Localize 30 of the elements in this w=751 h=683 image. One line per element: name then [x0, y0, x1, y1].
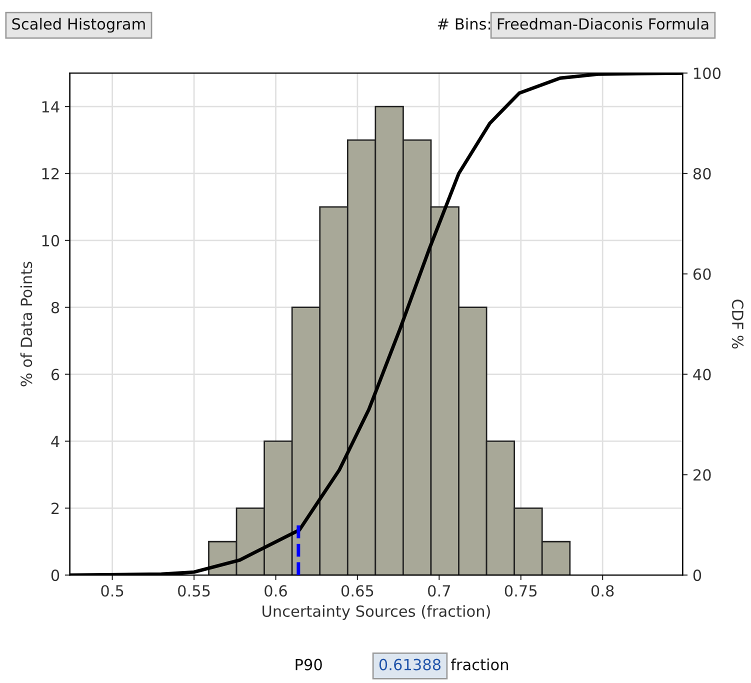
- y-axis-title: % of Data Points: [20, 262, 32, 386]
- y2-tick-label: 80: [693, 168, 711, 180]
- y-tick-label: 10: [42, 234, 60, 246]
- text: # Bins:: [438, 18, 490, 30]
- x-tick-label: 0.7: [428, 585, 450, 597]
- text: Freedman-Diaconis Formula: [498, 18, 708, 30]
- y-tick-label: 4: [51, 436, 60, 448]
- y2-axis-title: CDF %: [732, 300, 744, 349]
- y-tick-label: 2: [52, 502, 59, 514]
- y-tick-label: 12: [42, 168, 59, 180]
- text: 0.61388: [379, 658, 441, 670]
- y-tick-label: 8: [51, 302, 60, 314]
- y-tick-label: 14: [42, 101, 60, 112]
- text: fraction: [450, 658, 508, 670]
- y2-tick-label: 20: [694, 469, 711, 481]
- x-tick-label: 0.75: [504, 585, 537, 597]
- y2-tick-label: 60: [693, 268, 711, 280]
- x-tick-label: 0.55: [178, 585, 210, 597]
- x-tick-label: 0.65: [341, 585, 374, 597]
- text: Scaled Histogram: [12, 18, 145, 33]
- x-tick-label: 0.6: [264, 585, 287, 597]
- y2-tick-label: 0: [693, 570, 702, 582]
- y2-tick-label: 100: [694, 68, 721, 80]
- y2-tick-label: 40: [693, 368, 711, 380]
- x-tick-label: 0.5: [101, 585, 124, 597]
- x-tick-label: 0.8: [591, 585, 614, 597]
- x-axis-title: Uncertainty Sources (fraction): [262, 605, 490, 620]
- y-tick-label: 0: [51, 570, 60, 582]
- text: P90: [296, 658, 322, 670]
- y-tick-label: 6: [51, 368, 60, 380]
